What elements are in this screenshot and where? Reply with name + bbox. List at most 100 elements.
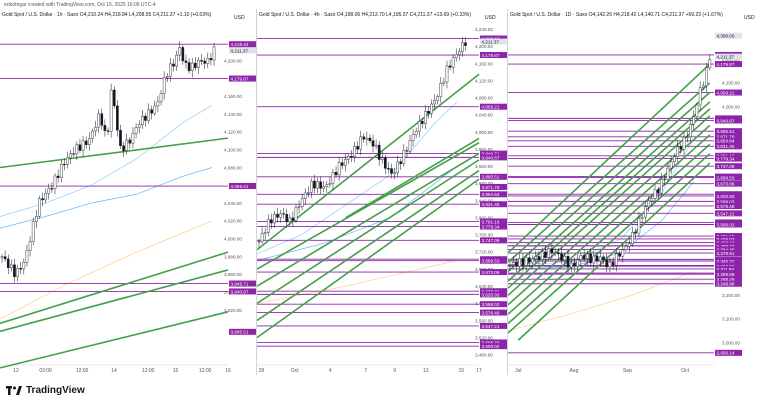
- candlestick: [97, 109, 100, 133]
- candle-body: [334, 171, 338, 176]
- x-tick-label: 12:00: [199, 368, 212, 373]
- candle-body: [116, 105, 119, 131]
- candlestick: [257, 238, 261, 248]
- price-level-tag: [480, 201, 507, 208]
- trend-line: [517, 162, 711, 341]
- chart-panel-1h[interactable]: 4,200.00 4,160.00 4,140.00 4,120.00 4,100.00…: [0, 9, 256, 373]
- candlestick: [602, 254, 605, 265]
- candle-body: [608, 261, 612, 268]
- candlestick: [106, 127, 110, 135]
- candlestick: [442, 77, 446, 87]
- candlestick: [103, 119, 107, 137]
- tradingview-logo[interactable]: TradingView: [6, 385, 85, 396]
- price-level-text: 3,394.45: [717, 247, 735, 252]
- candlestick: [608, 257, 612, 273]
- price-level-label: 3,871.79: [715, 133, 742, 140]
- candle-body: [13, 264, 16, 277]
- candlestick: [328, 177, 332, 188]
- candle-body: [430, 103, 433, 114]
- x-tick-label: Oct: [681, 368, 689, 373]
- y-tick-label: 3,720.00: [475, 250, 493, 255]
- trend-line: [0, 137, 229, 169]
- price-level-tag: [715, 250, 742, 257]
- candle-body: [53, 175, 57, 189]
- trend-line: [508, 101, 711, 282]
- candle-body: [69, 153, 72, 159]
- price-level-text: 3,699.53: [717, 175, 735, 180]
- candlestick: [59, 160, 63, 183]
- candlestick: [47, 183, 51, 200]
- candlestick: [187, 58, 191, 74]
- y-tick-label: 4,000.00: [475, 130, 493, 135]
- candle-body: [94, 126, 97, 132]
- price-level-tag: [715, 280, 742, 287]
- candlestick: [424, 105, 427, 130]
- candlestick: [518, 253, 521, 271]
- candle-body: [3, 256, 7, 260]
- price-level-label: 3,871.79: [480, 183, 507, 190]
- y-tick-label: 3,840.00: [475, 198, 493, 203]
- candle-body: [147, 109, 150, 121]
- candle-body: [165, 76, 169, 78]
- chart-panel-1d[interactable]: 4,300.004,200.004,100.004,000.003,900.00…: [508, 9, 768, 373]
- candle-body: [19, 268, 23, 270]
- moving-average-line: [257, 260, 457, 304]
- candlestick: [427, 106, 430, 119]
- price-level-tag: [715, 53, 742, 60]
- currency-label-4h: USD: [485, 15, 496, 21]
- trend-line: [345, 137, 480, 219]
- candle-body: [72, 153, 76, 155]
- price-level-label: 4,179.87: [715, 61, 742, 68]
- price-level-label: 3,311.60: [715, 265, 742, 272]
- candlestick: [637, 211, 641, 238]
- candlestick: [589, 248, 592, 266]
- candlestick: [334, 166, 338, 178]
- candle-body: [371, 140, 375, 147]
- price-level-tag: [715, 242, 742, 249]
- candle-body: [63, 163, 66, 166]
- price-level-text: 4,218.42: [231, 42, 249, 47]
- candlestick: [347, 153, 350, 165]
- candlestick: [508, 262, 512, 271]
- price-level-label: 4,211.37: [229, 47, 256, 54]
- price-level-label: 3,500.02: [480, 343, 507, 350]
- y-tick-label: 4,100.00: [224, 147, 242, 152]
- price-level-label: 3,854.64: [480, 191, 507, 198]
- candle-body: [169, 63, 172, 77]
- price-level-label: 3,620.93: [715, 192, 742, 199]
- price-level-label: 4,059.21: [480, 103, 507, 110]
- candle-body: [569, 262, 573, 268]
- candle-body: [445, 65, 449, 83]
- candle-body: [644, 206, 647, 218]
- candle-body: [47, 188, 51, 194]
- chart-panel-4h[interactable]: 4,240.00 4,200.00 4,160.00 4,120.00 4,080.00…: [257, 9, 507, 373]
- candle-body: [534, 256, 538, 260]
- candlestick: [685, 131, 689, 143]
- candlestick: [411, 128, 415, 147]
- candle-body: [640, 216, 644, 219]
- candle-body: [81, 140, 85, 151]
- price-level-tag: [480, 103, 507, 110]
- y-tick-label: 3,960.00: [224, 272, 242, 277]
- panel-divider: [256, 9, 257, 375]
- candlestick: [640, 214, 644, 224]
- candlestick: [91, 128, 94, 144]
- candlestick: [16, 265, 19, 282]
- price-level-label: 3,895.51: [715, 128, 742, 135]
- price-level-tag: [715, 257, 742, 264]
- price-axis: [714, 9, 768, 373]
- price-level-label: 3,940.87: [715, 117, 742, 124]
- candle-body: [84, 140, 88, 145]
- moving-average-line: [257, 166, 458, 261]
- chart-svg-1d: 4,300.004,200.004,100.004,000.003,900.00…: [508, 9, 768, 373]
- candlestick: [573, 257, 576, 272]
- candlestick: [294, 204, 298, 223]
- y-tick-label: 3,480.00: [475, 353, 493, 358]
- price-level-tag: [480, 257, 507, 264]
- candle-body: [402, 150, 406, 164]
- y-tick-label: 4,200.00: [224, 58, 242, 63]
- candle-body: [368, 137, 372, 141]
- candlestick: [377, 141, 381, 166]
- candle-body: [97, 113, 100, 128]
- candlestick: [676, 140, 679, 163]
